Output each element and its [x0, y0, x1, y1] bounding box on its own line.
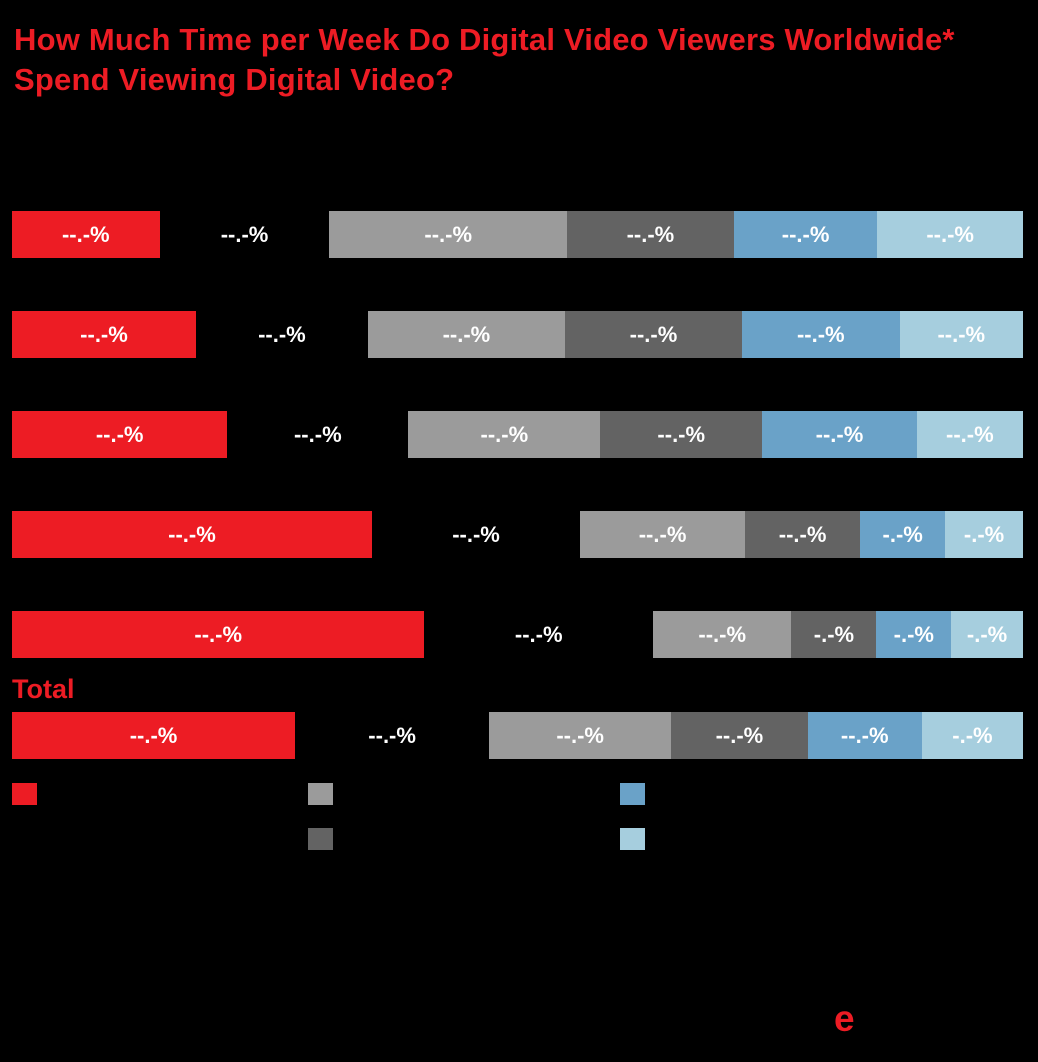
bar-segment-blue: --.-% [733, 211, 878, 258]
bar-row: --.-% --.-% --.-% --.-% -.-% -.-% [12, 511, 1023, 558]
segment-value-label: --.-% [480, 421, 529, 447]
bar-segment-hidden: --.-% [196, 311, 368, 358]
bar-segment-blue: -.-% [860, 511, 946, 558]
bar-segment-hidden: --.-% [372, 511, 580, 558]
segment-value-label: --.-% [368, 722, 416, 748]
bar-segment-gray: --.-% [329, 211, 568, 258]
bar-segment-lightblue: -.-% [951, 611, 1023, 658]
segment-value-label: --.-% [442, 321, 491, 347]
segment-value-label: --.-% [629, 321, 678, 347]
bar-segment-red: --.-% [12, 511, 372, 558]
bar-segment-lightblue: --.-% [916, 411, 1023, 458]
segment-value-label: -.-% [893, 621, 934, 647]
bar-segment-red: --.-% [12, 712, 296, 759]
bar-segment-blue: --.-% [741, 311, 900, 358]
bar-segment-darkgray: -.-% [791, 611, 877, 658]
segment-value-label: --.-% [926, 221, 974, 247]
bar-row: --.-% --.-% --.-% --.-% --.-% --.-% [12, 211, 1023, 258]
bar-segment-blue: --.-% [762, 411, 917, 458]
segment-value-label: --.-% [61, 221, 110, 247]
bar-segment-gray: --.-% [580, 511, 745, 558]
segment-value-label: --.-% [840, 722, 889, 748]
segment-value-label: --.-% [129, 722, 178, 748]
bar-segment-darkgray: --.-% [567, 211, 734, 258]
segment-value-label: --.-% [946, 421, 994, 447]
segment-value-label: -.-% [882, 521, 923, 547]
legend-swatch-gray [308, 783, 333, 805]
total-row-label: Total [12, 674, 75, 704]
chart-title: How Much Time per Week Do Digital Video … [14, 22, 955, 98]
bar-segment-darkgray: --.-% [565, 311, 742, 358]
bar-segment-lightblue: -.-% [921, 712, 1023, 759]
bar-segment-red: --.-% [12, 211, 160, 258]
emarketer-logo: e [834, 998, 855, 1039]
segment-value-label: -.-% [963, 521, 1005, 547]
bar-segment-darkgray: --.-% [744, 511, 861, 558]
segment-value-label: --.-% [424, 221, 473, 247]
segment-value-label: --.-% [698, 621, 747, 647]
legend-swatch-blue [620, 783, 645, 805]
bar-segment-darkgray: --.-% [671, 712, 808, 759]
segment-value-label: --.-% [815, 421, 864, 447]
bar-segment-red: --.-% [12, 311, 196, 358]
segment-value-label: --.-% [778, 521, 827, 547]
bar-segment-lightblue: --.-% [877, 211, 1023, 258]
bar-row: --.-% --.-% --.-% --.-% --.-% --.-% [12, 411, 1023, 458]
bar-segment-red: --.-% [12, 411, 228, 458]
bar-segment-gray: --.-% [652, 611, 792, 658]
bar-segment-hidden: --.-% [227, 411, 408, 458]
bar-segment-gray: --.-% [489, 712, 672, 759]
segment-value-label: --.-% [293, 421, 342, 447]
bar-segment-blue: --.-% [807, 712, 922, 759]
bar-segment-gray: --.-% [367, 311, 565, 358]
legend-swatch-darkgray [308, 828, 333, 850]
bar-segment-darkgray: --.-% [600, 411, 763, 458]
bar-segment-hidden: --.-% [424, 611, 652, 658]
bar-row: --.-% --.-% --.-% -.-% -.-% -.-% [12, 611, 1023, 658]
segment-value-label: --.-% [626, 221, 675, 247]
legend-swatch-lightblue [620, 828, 645, 850]
segment-value-label: --.-% [715, 722, 764, 748]
segment-value-label: -.-% [813, 621, 855, 647]
segment-value-label: --.-% [168, 521, 216, 547]
bar-segment-hidden: --.-% [160, 211, 330, 258]
segment-value-label: --.-% [194, 621, 243, 647]
segment-value-label: --.-% [95, 421, 144, 447]
segment-value-label: --.-% [514, 621, 563, 647]
segment-value-label: --.-% [781, 221, 830, 247]
segment-value-label: --.-% [657, 421, 706, 447]
bar-segment-red: --.-% [12, 611, 425, 658]
segment-value-label: --.-% [80, 321, 128, 347]
bar-row: --.-% --.-% --.-% --.-% --.-% -.-% [12, 712, 1023, 759]
segment-value-label: -.-% [966, 621, 1008, 647]
segment-value-label: -.-% [952, 722, 993, 748]
segment-value-label: --.-% [556, 722, 604, 748]
bar-segment-lightblue: -.-% [945, 511, 1023, 558]
bar-segment-lightblue: --.-% [899, 311, 1023, 358]
bar-segment-hidden: --.-% [295, 712, 489, 759]
segment-value-label: --.-% [638, 521, 687, 547]
segment-value-label: --.-% [452, 521, 500, 547]
bar-row: --.-% --.-% --.-% --.-% --.-% --.-% [12, 311, 1023, 358]
segment-value-label: --.-% [220, 221, 269, 247]
segment-value-label: --.-% [796, 321, 845, 347]
segment-value-label: --.-% [258, 321, 306, 347]
legend-swatch-red [12, 783, 37, 805]
segment-value-label: --.-% [937, 321, 986, 347]
bar-segment-blue: -.-% [876, 611, 952, 658]
bar-segment-gray: --.-% [408, 411, 601, 458]
